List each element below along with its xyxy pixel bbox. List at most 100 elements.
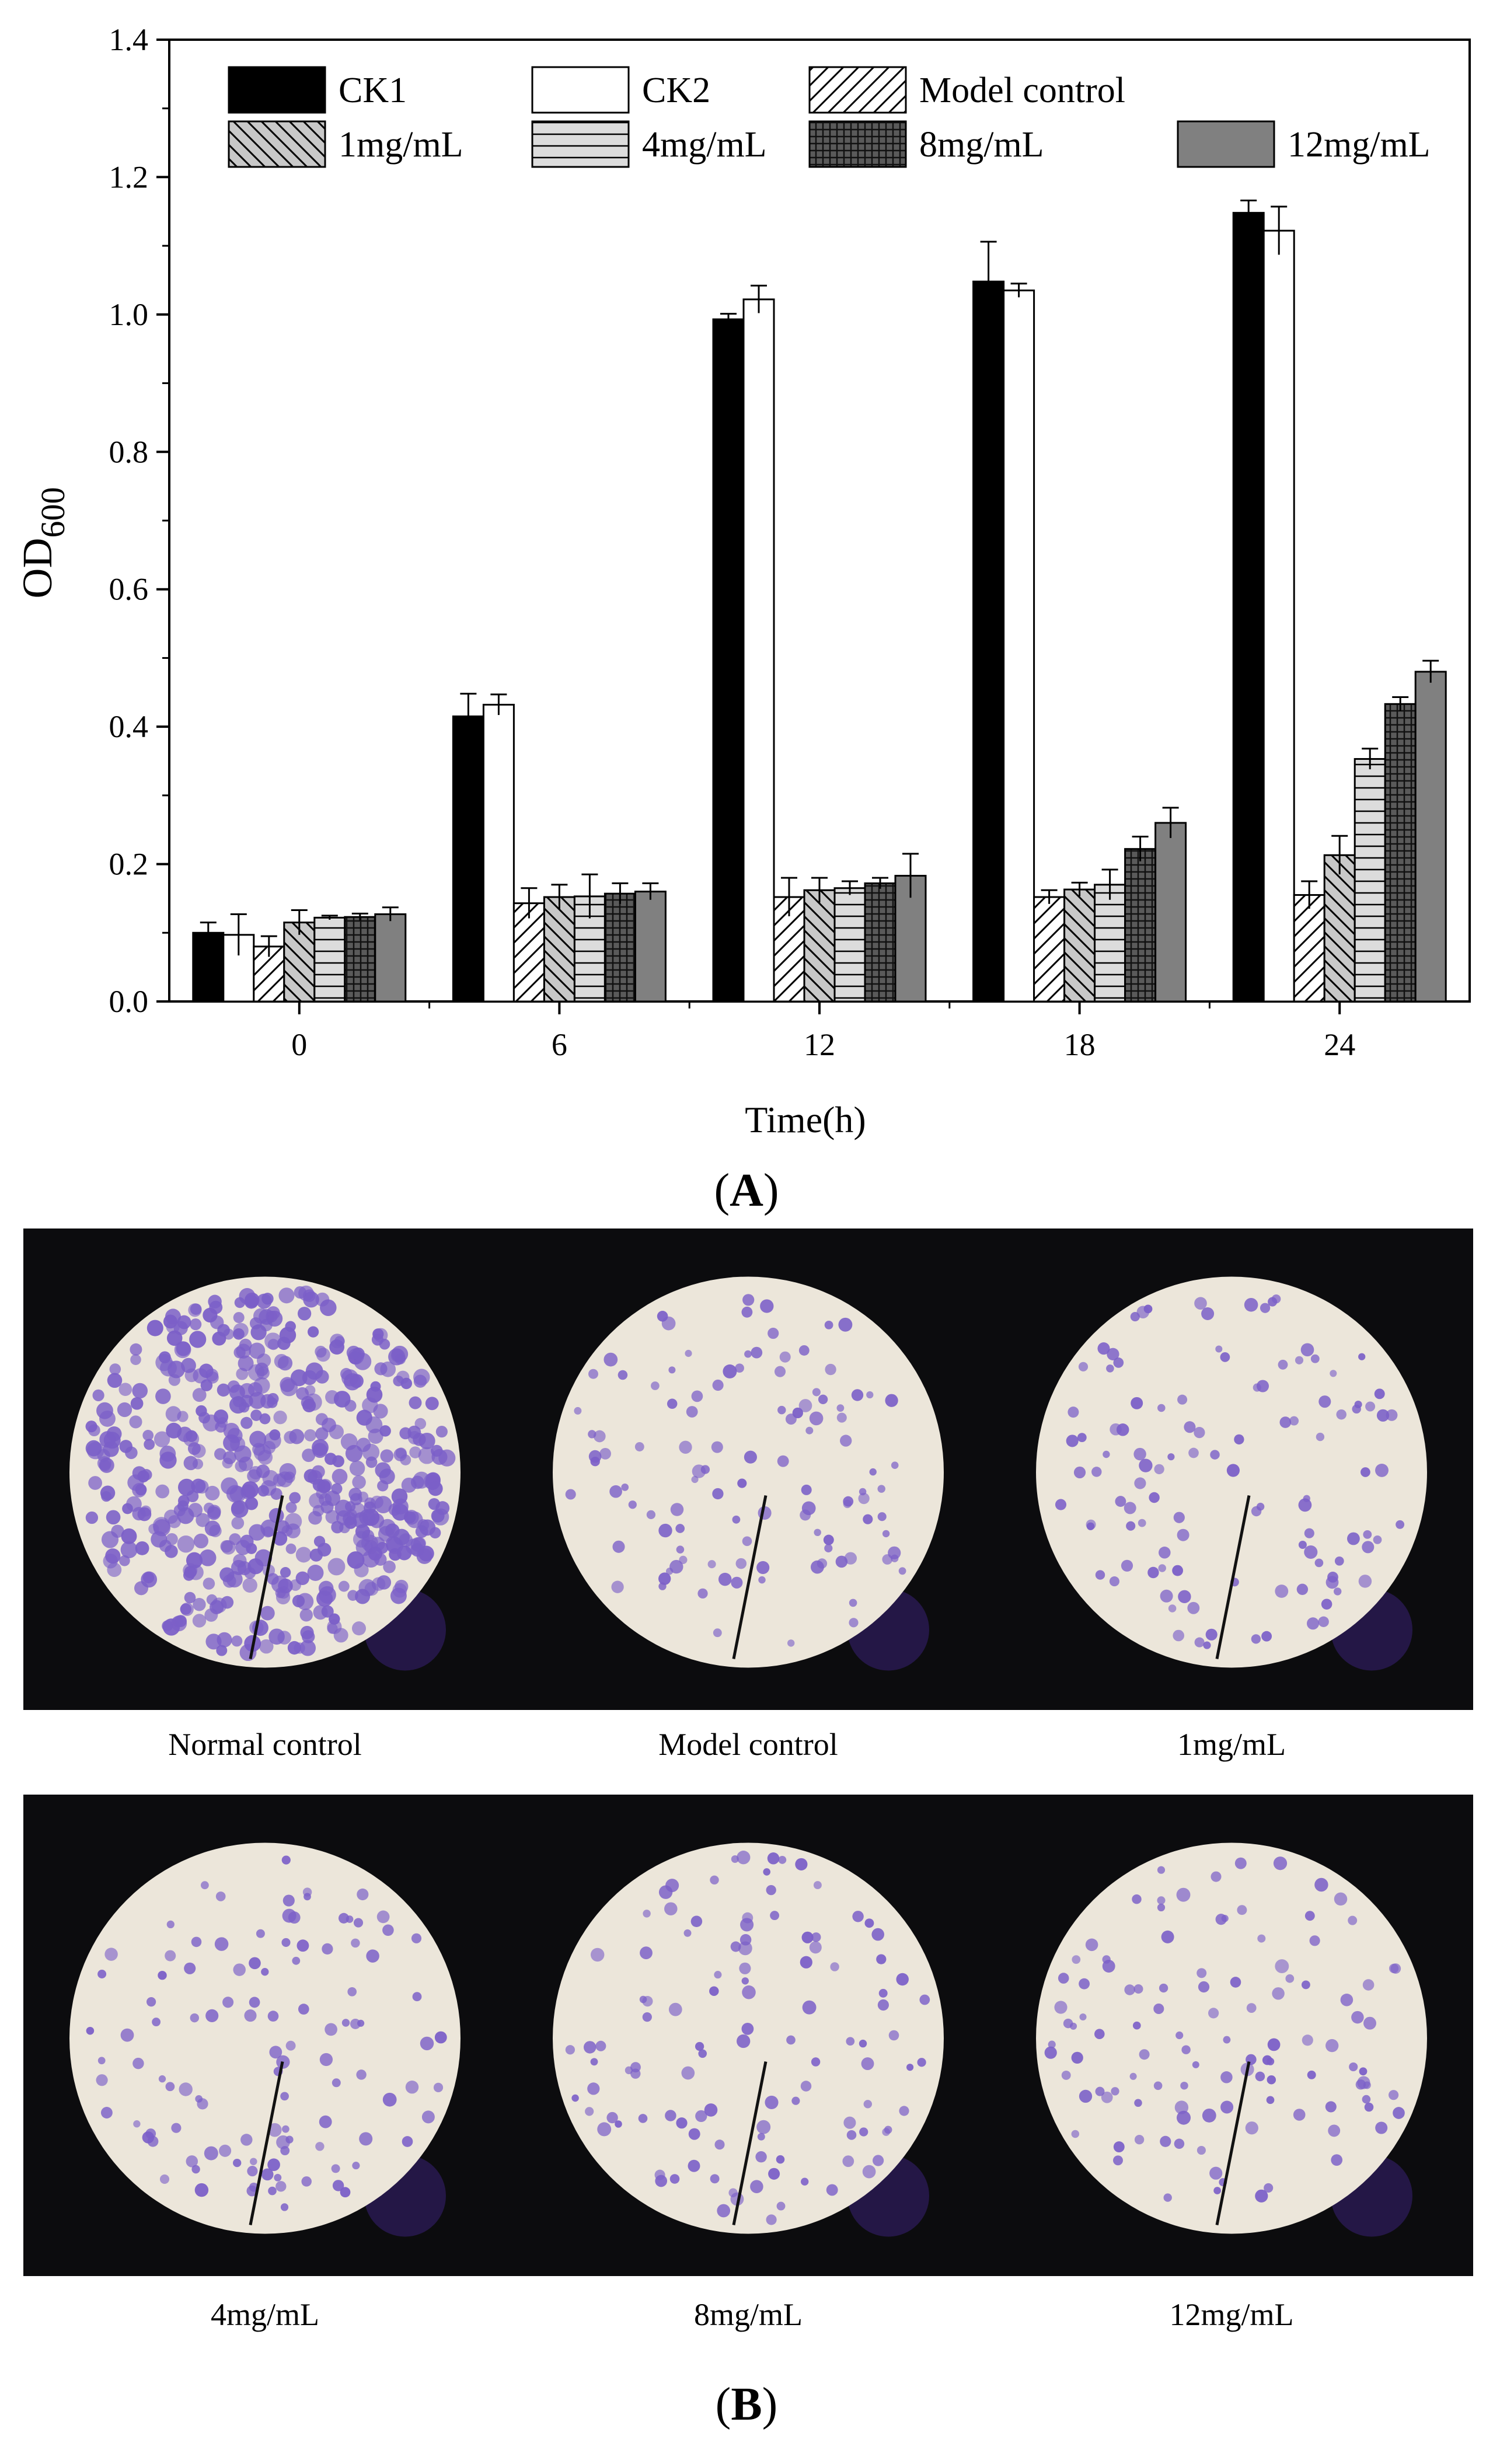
y-tick-label: 1.4 xyxy=(109,22,149,57)
stained-cell xyxy=(191,1936,202,1948)
stained-cell xyxy=(281,1938,291,1947)
stained-cell xyxy=(574,1406,582,1415)
bar xyxy=(1154,822,1187,1003)
stained-cell xyxy=(122,1503,133,1514)
stained-cell xyxy=(664,1902,678,1915)
stained-cell xyxy=(186,1552,203,1569)
stained-cell xyxy=(299,1608,313,1622)
stained-cell xyxy=(1210,1450,1220,1460)
stained-cell xyxy=(285,1502,297,1513)
stained-cell xyxy=(859,2127,868,2137)
bar xyxy=(1293,894,1325,1003)
stained-cell xyxy=(353,1918,364,1928)
stained-cell xyxy=(1192,2061,1199,2068)
stained-cell xyxy=(184,1368,199,1383)
stained-cell xyxy=(1213,2187,1221,2194)
stained-cell xyxy=(801,1931,814,1943)
stained-cell xyxy=(331,2164,340,2173)
eyepiece-pointer xyxy=(1215,1495,1251,1659)
stained-cell xyxy=(1364,2102,1374,2112)
stained-cell xyxy=(352,2162,360,2170)
stained-cell xyxy=(1295,1356,1304,1364)
stained-cell xyxy=(344,1399,357,1412)
stained-cell xyxy=(239,1288,256,1304)
stained-cell xyxy=(658,1582,667,1590)
stained-cell xyxy=(250,1409,262,1421)
stained-cell xyxy=(198,1412,211,1424)
stained-cell xyxy=(159,2174,170,2184)
stained-cell xyxy=(177,1507,194,1524)
stained-cell xyxy=(282,1894,295,1907)
stained-cell xyxy=(168,1515,182,1528)
stained-cell xyxy=(1389,1963,1399,1974)
stained-cell xyxy=(776,2155,785,2164)
stained-cell xyxy=(196,1513,210,1527)
stained-cell xyxy=(888,2030,899,2041)
stained-cell xyxy=(742,1294,755,1306)
stained-cell xyxy=(1226,1464,1240,1477)
stained-cell xyxy=(1107,1348,1119,1360)
stained-cell xyxy=(1178,1590,1191,1604)
stained-cell xyxy=(697,1588,708,1599)
stained-cell xyxy=(233,2158,242,2168)
stained-cell xyxy=(676,1545,685,1554)
stained-cell xyxy=(189,1331,207,1348)
stained-cell xyxy=(1296,1583,1309,1595)
stained-cell xyxy=(1181,2045,1191,2054)
stained-cell xyxy=(1361,1467,1370,1477)
stained-cell xyxy=(1268,1297,1278,1307)
stained-cell xyxy=(1101,2091,1113,2103)
stained-cell xyxy=(1077,1433,1087,1443)
stained-cell xyxy=(866,1391,874,1399)
stained-cell xyxy=(322,1943,333,1955)
stained-cell xyxy=(105,1548,121,1564)
stained-cell xyxy=(851,1389,864,1401)
stained-cell xyxy=(906,2064,914,2071)
stained-cell xyxy=(704,2103,718,2117)
stained-cell xyxy=(259,1413,271,1425)
stained-cell xyxy=(207,1371,219,1384)
stained-cell xyxy=(1362,1979,1375,1991)
stained-cell xyxy=(1333,1587,1342,1596)
stained-cell xyxy=(1174,2138,1185,2149)
stained-cell xyxy=(679,1440,692,1454)
stained-cell xyxy=(1177,2110,1191,2125)
stained-cell xyxy=(208,1294,222,1309)
stained-cell xyxy=(1048,2040,1056,2048)
stained-cell xyxy=(432,1508,449,1526)
stained-cell xyxy=(763,1868,770,1876)
microscopy-field xyxy=(69,1276,461,1671)
stained-cell xyxy=(1373,1535,1382,1544)
stained-cell xyxy=(651,1381,660,1390)
stained-cell xyxy=(1132,1894,1142,1904)
stained-cell xyxy=(590,1948,605,1962)
stained-cell xyxy=(852,1911,864,1922)
stained-cell xyxy=(421,2110,435,2124)
stained-cell xyxy=(1116,1423,1129,1436)
stained-cell xyxy=(609,1485,622,1498)
stained-cell xyxy=(133,2120,141,2128)
stained-cell xyxy=(1175,2031,1184,2040)
bar xyxy=(634,891,667,1003)
stained-cell xyxy=(382,2092,397,2107)
stained-cell xyxy=(1058,1973,1069,1984)
y-tick-label: 0.4 xyxy=(109,709,149,744)
stained-cell xyxy=(667,1398,678,1409)
stained-cell xyxy=(362,1550,380,1568)
stained-cell xyxy=(1203,1641,1211,1649)
x-tick-label: 0 xyxy=(291,1027,307,1062)
stained-cell xyxy=(826,2184,838,2196)
legend-swatch xyxy=(228,66,326,114)
stained-cell xyxy=(96,1402,113,1419)
stained-cell xyxy=(872,2155,884,2166)
stained-cell xyxy=(795,1858,808,1870)
stained-cell xyxy=(1172,1565,1183,1576)
stained-cell xyxy=(1078,1362,1089,1371)
stained-cell xyxy=(863,1514,873,1524)
microscopy-caption: 4mg/mL xyxy=(211,2297,319,2332)
stained-cell xyxy=(141,1469,152,1481)
microscopy-field xyxy=(553,1842,944,2237)
bar xyxy=(482,703,515,1003)
stained-cell xyxy=(85,1421,97,1433)
stained-cell xyxy=(186,2155,198,2168)
